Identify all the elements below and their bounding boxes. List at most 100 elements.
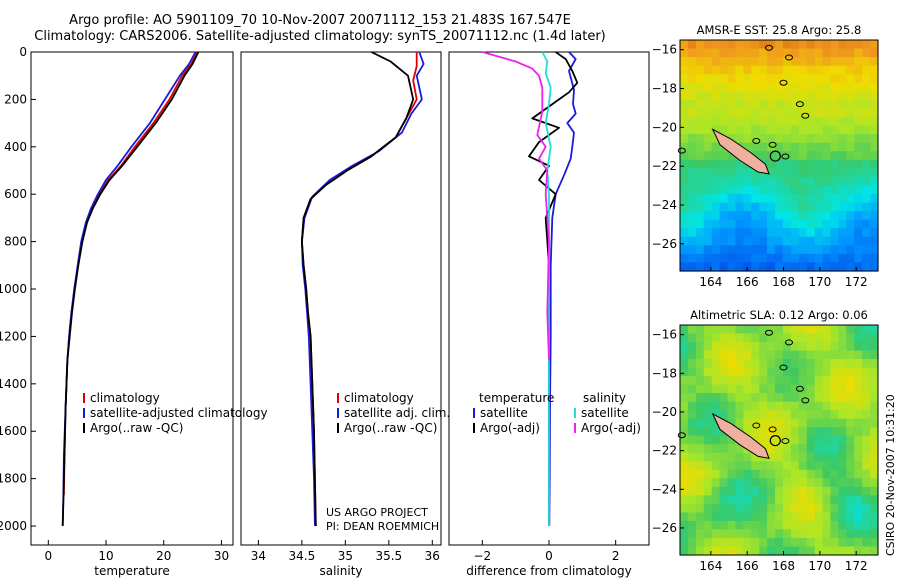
sla-map-cell [687,325,697,335]
sst-map-cell [775,236,784,246]
sst-map-island-7 [795,101,804,108]
sst-map-cell [846,142,855,152]
sst-map-cell [735,57,744,67]
sla-map-cell [695,342,705,352]
sst-map-cell [782,185,792,195]
sst-map-cell [838,219,847,229]
sst-map-cell [854,202,863,212]
sst-map-cell [775,159,784,169]
sla-map-cell [870,452,879,462]
sst-map-cell [687,125,697,135]
sla-map-cell [695,410,705,420]
sst-map-cell [790,262,800,272]
temp-legend-1-label: satellite-adjusted climatology [90,406,268,420]
sla-map-cell [838,478,847,488]
sla-map-cell [759,410,768,420]
sst-map-cell [759,262,768,272]
sst-map-cell [751,117,760,127]
sla-map-cell [687,503,697,514]
sla-map-cell [790,333,800,343]
sla-map-cell [846,469,855,479]
sla-map-cell [751,325,760,335]
sla-map-cell [814,427,824,437]
temp-xlabel: temperature [94,564,169,578]
sla-map-cell [862,529,871,539]
sst-map-cell [838,142,847,152]
sla-map-cell [806,546,816,556]
sst-map-cell [814,168,824,178]
temp-ytick-label-7: 1400 [0,377,27,391]
sst-map-cell [727,159,737,169]
sst-map-cell [806,48,816,58]
sla-map-cell [703,427,713,437]
sst-map-cell [680,194,689,204]
sst-map-cell [846,57,855,67]
sla-map-cell [703,537,713,548]
sst-map-cell [846,82,855,92]
sla-map-cell [782,393,792,403]
sst-map-cell [680,262,689,272]
sla-map-island-5 [765,329,773,336]
sla-map-island-3 [779,364,788,371]
sla-map-cell [806,401,816,411]
temp-legend-0-label: climatology [90,391,160,405]
sla-map-cell [711,520,721,531]
sst-map-cell [790,168,800,178]
sla-map-cell [822,503,832,514]
sst-map-cell [751,91,760,101]
sla-map-cell [695,384,705,394]
sst-map-cell [743,40,752,50]
sla-map-cell [767,444,776,454]
sla-map-cell [735,503,744,514]
sst-map-cell [830,176,839,187]
sla-map-cell [719,376,729,386]
sla-map-cell [743,384,752,394]
sst-map-cell [782,262,792,272]
sla-map-cell [703,444,713,454]
sst-map-heatmap-cells [680,40,879,272]
sst-map-cell [862,194,871,204]
sst-map-cell [798,219,808,229]
sla-map-cell [719,495,729,505]
sla-map-cell [727,444,737,454]
sla-map-cell [775,452,784,462]
sla-map-cell [782,401,792,411]
sst-map-cell [814,253,824,264]
sst-map-cell [782,228,792,238]
sla-map-cell [711,537,721,548]
sla-map-cell [798,333,808,343]
sst-map-cell [775,134,784,144]
sst-map-cell [806,99,816,110]
sla-map-cell [727,401,737,411]
sst-map-cell [870,82,879,92]
sla-map-cell [695,435,705,445]
sla-map-cell [806,520,816,531]
sst-map-cell [822,48,832,58]
sla-map-cell [735,401,744,411]
sla-map-cell [703,418,713,428]
sla-map-cell [862,520,871,531]
sst-map-cell [703,40,713,50]
sla-map-cell [759,325,768,335]
sst-map-cell [687,108,697,118]
sst-map-cell [711,185,721,195]
sla-map-cell [703,410,713,420]
sla-map-cell [751,384,760,394]
sst-map-xtick-label-4: 172 [845,275,868,289]
sst-map-cell [862,228,871,238]
sst-map-cell [743,168,752,178]
sla-map-cell [695,376,705,386]
sst-map-cell [806,65,816,75]
sst-map-cell [759,125,768,135]
sla-map-cell [719,452,729,462]
sst-map-cell [830,91,839,101]
sla-map-cell [846,410,855,420]
sst-map-cell [751,194,760,204]
sla-map-cell [695,325,705,335]
sst-map-cell [870,74,879,84]
sst-map-cell [735,202,744,212]
sst-map-cell [711,253,721,264]
sst-map-cell [703,245,713,255]
sla-map-cell [727,486,737,496]
sst-map-cell [775,245,784,255]
